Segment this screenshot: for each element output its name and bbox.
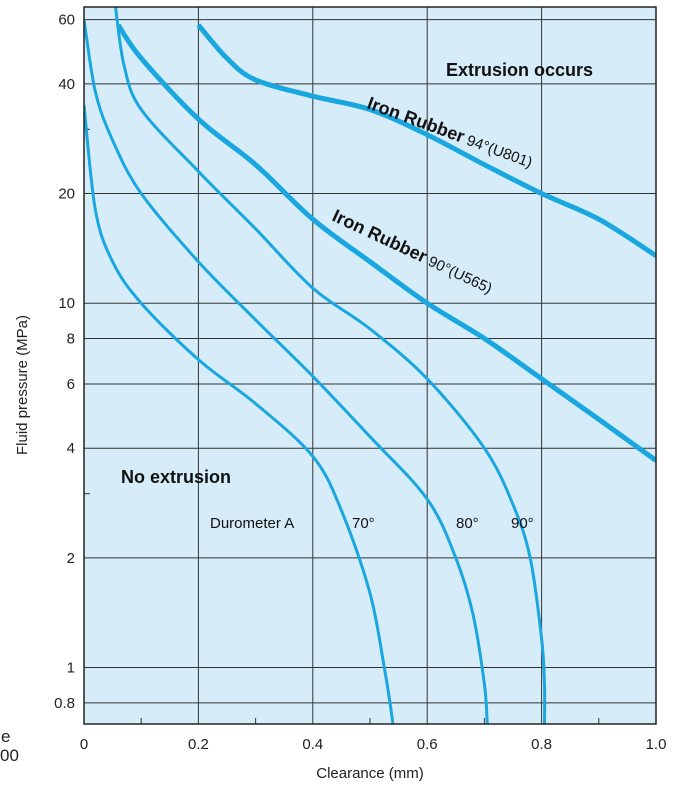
grid-lines (84, 7, 656, 724)
label-90: 90° (511, 515, 534, 532)
y-tick-label: 40 (58, 76, 75, 93)
y-tick-label: 1 (67, 660, 75, 677)
series-line-3 (196, 23, 656, 258)
x-tick-label: 1.0 (646, 736, 667, 753)
x-tick-label: 0.4 (302, 736, 323, 753)
label-70: 70° (352, 515, 375, 532)
cut-text-1: e (1, 727, 11, 746)
y-tick-label: 10 (58, 295, 75, 312)
label-80: 80° (456, 515, 479, 532)
y-tick-label: 60 (58, 12, 75, 29)
plot-frame (83, 6, 657, 725)
x-axis-label: Clearance (mm) (316, 765, 424, 782)
y-tick-label: 2 (67, 550, 75, 567)
series-line-2 (114, 7, 547, 724)
x-tick-label: 0.6 (417, 736, 438, 753)
x-tick-label: 0 (80, 736, 88, 753)
durometer-label: Durometer A (210, 515, 294, 532)
tick-labels: 0 0.2 0.4 0.6 0.8 1.0 0.8 1 2 4 6 8 10 20 40 60 (54, 12, 666, 753)
series-line-0 (84, 104, 395, 724)
x-tick-label: 0.8 (531, 736, 552, 753)
series-line-4 (116, 23, 656, 463)
cut-text-2: 00 (0, 746, 19, 765)
y-tick-label: 20 (58, 186, 75, 203)
y-axis-label: Fluid pressure (MPa) (14, 315, 31, 455)
x-tick-label: 0.2 (188, 736, 209, 753)
curves (84, 7, 656, 724)
y-tick-label: 4 (67, 440, 75, 457)
extrusion-occurs-label: Extrusion occurs (446, 60, 593, 80)
y-tick-label: 6 (67, 376, 75, 393)
y-tick-label: 0.8 (54, 695, 75, 712)
plot-background (84, 7, 656, 724)
no-extrusion-label: No extrusion (121, 467, 231, 487)
series-line-1 (84, 19, 489, 724)
y-tick-label: 8 (67, 331, 75, 348)
